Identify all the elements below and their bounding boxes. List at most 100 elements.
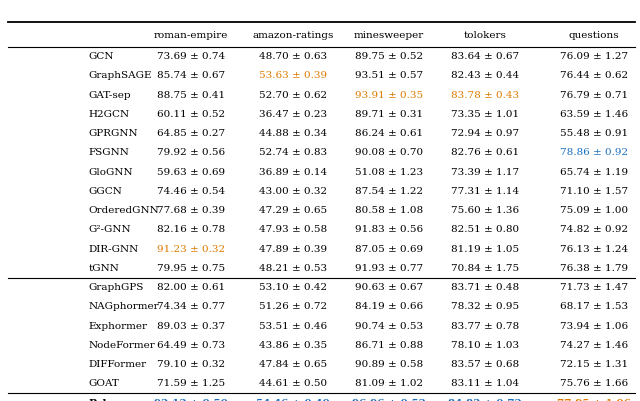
Text: 90.63 ± 0.67: 90.63 ± 0.67	[355, 283, 423, 292]
Text: 48.70 ± 0.63: 48.70 ± 0.63	[259, 52, 327, 61]
Text: 96.96 ± 0.52: 96.96 ± 0.52	[352, 399, 426, 401]
Text: 84.83 ± 0.72: 84.83 ± 0.72	[448, 399, 522, 401]
Text: 83.11 ± 1.04: 83.11 ± 1.04	[451, 379, 519, 388]
Text: 71.73 ± 1.47: 71.73 ± 1.47	[560, 283, 628, 292]
Text: 82.76 ± 0.61: 82.76 ± 0.61	[451, 148, 519, 157]
Text: Exphormer: Exphormer	[88, 322, 147, 330]
Text: DIFFormer: DIFFormer	[88, 360, 147, 369]
Text: 90.89 ± 0.58: 90.89 ± 0.58	[355, 360, 423, 369]
Text: amazon-ratings: amazon-ratings	[252, 31, 334, 40]
Text: 71.59 ± 1.25: 71.59 ± 1.25	[157, 379, 225, 388]
Text: minesweeper: minesweeper	[354, 31, 424, 40]
Text: roman-empire: roman-empire	[154, 31, 228, 40]
Text: GloGNN: GloGNN	[88, 168, 133, 176]
Text: 91.23 ± 0.32: 91.23 ± 0.32	[157, 245, 225, 253]
Text: 73.39 ± 1.17: 73.39 ± 1.17	[451, 168, 519, 176]
Text: questions: questions	[568, 31, 620, 40]
Text: 75.60 ± 1.36: 75.60 ± 1.36	[451, 206, 519, 215]
Text: 79.95 ± 0.75: 79.95 ± 0.75	[157, 264, 225, 273]
Text: 88.75 ± 0.41: 88.75 ± 0.41	[157, 91, 225, 99]
Text: tGNN: tGNN	[88, 264, 119, 273]
Text: 64.49 ± 0.73: 64.49 ± 0.73	[157, 341, 225, 350]
Text: 90.74 ± 0.53: 90.74 ± 0.53	[355, 322, 423, 330]
Text: 87.54 ± 1.22: 87.54 ± 1.22	[355, 187, 423, 196]
Text: 90.08 ± 0.70: 90.08 ± 0.70	[355, 148, 423, 157]
Text: 77.68 ± 0.39: 77.68 ± 0.39	[157, 206, 225, 215]
Text: DIR-GNN: DIR-GNN	[88, 245, 139, 253]
Text: 55.48 ± 0.91: 55.48 ± 0.91	[560, 129, 628, 138]
Text: 74.82 ± 0.92: 74.82 ± 0.92	[560, 225, 628, 234]
Text: 47.84 ± 0.65: 47.84 ± 0.65	[259, 360, 327, 369]
Text: 68.17 ± 1.53: 68.17 ± 1.53	[560, 302, 628, 311]
Text: 83.71 ± 0.48: 83.71 ± 0.48	[451, 283, 519, 292]
Text: 81.09 ± 1.02: 81.09 ± 1.02	[355, 379, 423, 388]
Text: 43.00 ± 0.32: 43.00 ± 0.32	[259, 187, 327, 196]
Text: 74.27 ± 1.46: 74.27 ± 1.46	[560, 341, 628, 350]
Text: 83.57 ± 0.68: 83.57 ± 0.68	[451, 360, 519, 369]
Text: H2GCN: H2GCN	[88, 110, 129, 119]
Text: GCN: GCN	[88, 52, 114, 61]
Text: 82.16 ± 0.78: 82.16 ± 0.78	[157, 225, 225, 234]
Text: 83.64 ± 0.67: 83.64 ± 0.67	[451, 52, 519, 61]
Text: NodeFormer: NodeFormer	[88, 341, 155, 350]
Text: 64.85 ± 0.27: 64.85 ± 0.27	[157, 129, 225, 138]
Text: 78.32 ± 0.95: 78.32 ± 0.95	[451, 302, 519, 311]
Text: 77.31 ± 1.14: 77.31 ± 1.14	[451, 187, 519, 196]
Text: 89.71 ± 0.31: 89.71 ± 0.31	[355, 110, 423, 119]
Text: 53.63 ± 0.39: 53.63 ± 0.39	[259, 71, 327, 80]
Text: 63.59 ± 1.46: 63.59 ± 1.46	[560, 110, 628, 119]
Text: 65.74 ± 1.19: 65.74 ± 1.19	[560, 168, 628, 176]
Text: Polynormer: Polynormer	[88, 399, 156, 401]
Text: 53.51 ± 0.46: 53.51 ± 0.46	[259, 322, 327, 330]
Text: 76.79 ± 0.71: 76.79 ± 0.71	[560, 91, 628, 99]
Text: 60.11 ± 0.52: 60.11 ± 0.52	[157, 110, 225, 119]
Text: 47.89 ± 0.39: 47.89 ± 0.39	[259, 245, 327, 253]
Text: 78.86 ± 0.92: 78.86 ± 0.92	[560, 148, 628, 157]
Text: 83.77 ± 0.78: 83.77 ± 0.78	[451, 322, 519, 330]
Text: GGCN: GGCN	[88, 187, 122, 196]
Text: 76.38 ± 1.79: 76.38 ± 1.79	[560, 264, 628, 273]
Text: 43.86 ± 0.35: 43.86 ± 0.35	[259, 341, 327, 350]
Text: 78.10 ± 1.03: 78.10 ± 1.03	[451, 341, 519, 350]
Text: 89.03 ± 0.37: 89.03 ± 0.37	[157, 322, 225, 330]
Text: 93.91 ± 0.35: 93.91 ± 0.35	[355, 91, 423, 99]
Text: 91.93 ± 0.77: 91.93 ± 0.77	[355, 264, 423, 273]
Text: 72.15 ± 1.31: 72.15 ± 1.31	[560, 360, 628, 369]
Text: 73.94 ± 1.06: 73.94 ± 1.06	[560, 322, 628, 330]
Text: 74.46 ± 0.54: 74.46 ± 0.54	[157, 187, 225, 196]
Text: 44.88 ± 0.34: 44.88 ± 0.34	[259, 129, 327, 138]
Text: 36.47 ± 0.23: 36.47 ± 0.23	[259, 110, 327, 119]
Text: 54.46 ± 0.40: 54.46 ± 0.40	[256, 399, 330, 401]
Text: 51.26 ± 0.72: 51.26 ± 0.72	[259, 302, 327, 311]
Text: 48.21 ± 0.53: 48.21 ± 0.53	[259, 264, 327, 273]
Text: 76.44 ± 0.62: 76.44 ± 0.62	[560, 71, 628, 80]
Text: 81.19 ± 1.05: 81.19 ± 1.05	[451, 245, 519, 253]
Text: 72.94 ± 0.97: 72.94 ± 0.97	[451, 129, 519, 138]
Text: 59.63 ± 0.69: 59.63 ± 0.69	[157, 168, 225, 176]
Text: 85.74 ± 0.67: 85.74 ± 0.67	[157, 71, 225, 80]
Text: 53.10 ± 0.42: 53.10 ± 0.42	[259, 283, 327, 292]
Text: 83.78 ± 0.43: 83.78 ± 0.43	[451, 91, 519, 99]
Text: GOAT: GOAT	[88, 379, 119, 388]
Text: 82.43 ± 0.44: 82.43 ± 0.44	[451, 71, 519, 80]
Text: G²-GNN: G²-GNN	[88, 225, 131, 234]
Text: GAT-sep: GAT-sep	[88, 91, 131, 99]
Text: 77.95 ± 1.06: 77.95 ± 1.06	[557, 399, 631, 401]
Text: 79.10 ± 0.32: 79.10 ± 0.32	[157, 360, 225, 369]
Text: 82.51 ± 0.80: 82.51 ± 0.80	[451, 225, 519, 234]
Text: 75.76 ± 1.66: 75.76 ± 1.66	[560, 379, 628, 388]
Text: 84.19 ± 0.66: 84.19 ± 0.66	[355, 302, 423, 311]
Text: tolokers: tolokers	[464, 31, 506, 40]
Text: 87.05 ± 0.69: 87.05 ± 0.69	[355, 245, 423, 253]
Text: 76.13 ± 1.24: 76.13 ± 1.24	[560, 245, 628, 253]
Text: 74.34 ± 0.77: 74.34 ± 0.77	[157, 302, 225, 311]
Text: 36.89 ± 0.14: 36.89 ± 0.14	[259, 168, 327, 176]
Text: 73.69 ± 0.74: 73.69 ± 0.74	[157, 52, 225, 61]
Text: 79.92 ± 0.56: 79.92 ± 0.56	[157, 148, 225, 157]
Text: 44.61 ± 0.50: 44.61 ± 0.50	[259, 379, 327, 388]
Text: 71.10 ± 1.57: 71.10 ± 1.57	[560, 187, 628, 196]
Text: 86.71 ± 0.88: 86.71 ± 0.88	[355, 341, 423, 350]
Text: NAGphormer: NAGphormer	[88, 302, 159, 311]
Text: 92.13 ± 0.50: 92.13 ± 0.50	[154, 399, 228, 401]
Text: 80.58 ± 1.08: 80.58 ± 1.08	[355, 206, 423, 215]
